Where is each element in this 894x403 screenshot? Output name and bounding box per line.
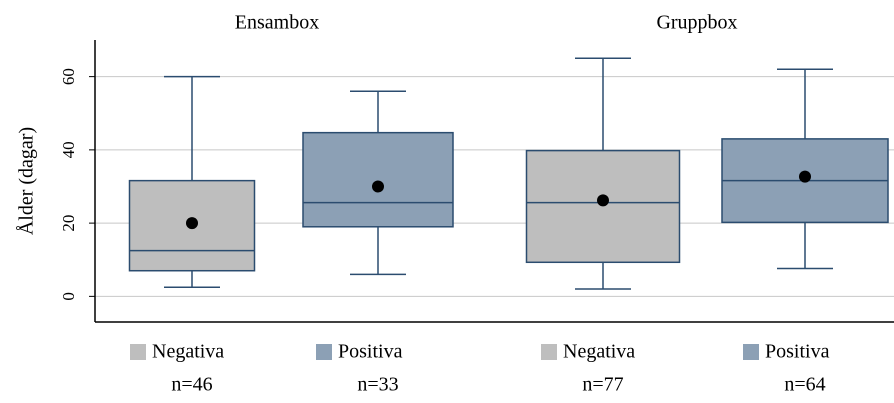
mean [597, 194, 609, 207]
legend-label: Negativa [152, 341, 224, 363]
legend-label: Positiva [765, 341, 830, 363]
box [525, 149, 681, 264]
legend-swatch [541, 344, 557, 360]
n-label: n=33 [357, 374, 398, 396]
panel-title: Gruppbox [656, 12, 737, 34]
y-tick-label: 0 [59, 292, 78, 301]
y-axis-label: Ålder (dagar) [16, 127, 38, 235]
legend-swatch [316, 344, 332, 360]
y-tick-label: 40 [59, 141, 78, 158]
legend-swatch [743, 344, 759, 360]
mean [372, 180, 384, 193]
y-tick-label: 20 [59, 215, 78, 232]
mean [799, 170, 811, 183]
legend-label: Positiva [338, 341, 403, 363]
panel-title: Ensambox [235, 12, 319, 34]
n-label: n=64 [784, 374, 825, 396]
y-tick-label: 60 [59, 68, 78, 85]
legend-swatch [130, 344, 146, 360]
legend-label: Negativa [563, 341, 635, 363]
box [302, 131, 454, 228]
n-label: n=46 [171, 374, 212, 396]
mean [186, 217, 198, 230]
n-label: n=77 [582, 374, 623, 396]
